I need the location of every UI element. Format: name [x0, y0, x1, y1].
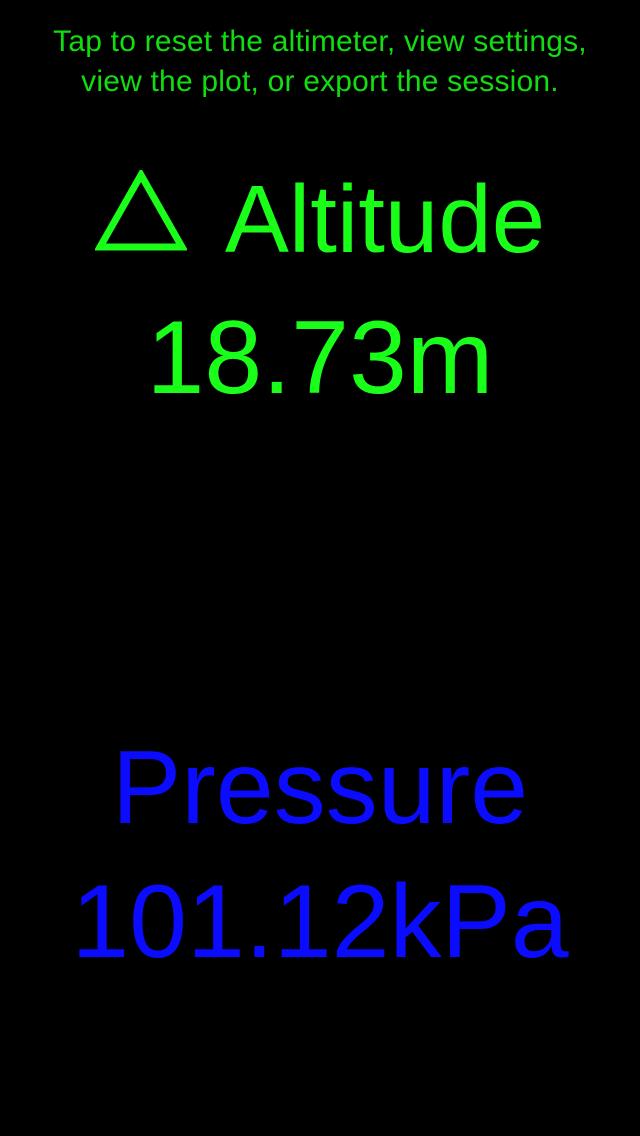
pressure-label[interactable]: Pressure: [111, 730, 529, 846]
altitude-value[interactable]: 18.73m: [146, 300, 494, 416]
altitude-label: Altitude: [224, 166, 546, 273]
altitude-heading[interactable]: Altitude: [0, 160, 640, 280]
delta-triangle-icon: [93, 160, 188, 280]
instruction-hint: Tap to reset the altimeter, view setting…: [0, 22, 640, 102]
pressure-value[interactable]: 101.12kPa: [71, 864, 569, 980]
instruction-hint-line-1: Tap to reset the altimeter, view setting…: [53, 25, 587, 58]
instruction-hint-line-2: view the plot, or export the session.: [81, 65, 559, 98]
